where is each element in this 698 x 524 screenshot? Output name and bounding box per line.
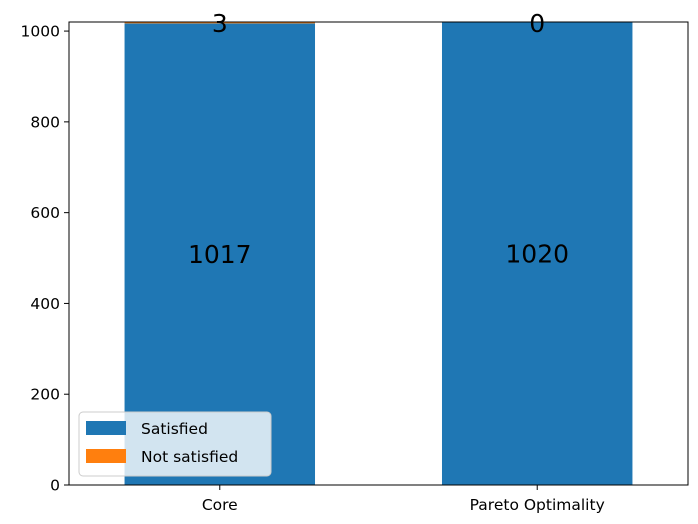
bar-label-satisfied-1: 1020: [505, 240, 569, 269]
bar-label-not-satisfied-0: 3: [212, 9, 228, 38]
legend-label-satisfied: Satisfied: [141, 420, 208, 438]
x-tick-label-1: Pareto Optimality: [470, 496, 605, 514]
x-tick-label-0: Core: [202, 496, 238, 514]
y-tick-label-2: 400: [30, 295, 60, 313]
bar-label-satisfied-0: 1017: [188, 240, 252, 269]
legend-label-not-satisfied: Not satisfied: [141, 448, 238, 466]
legend-swatch-satisfied: [86, 421, 126, 435]
plot-frame: [68, 21, 689, 486]
bar-labels: 1017 3 1020 0: [188, 9, 569, 269]
bars-layer: [124, 22, 633, 486]
legend-swatch-not-satisfied: [86, 449, 126, 463]
legend-box: [78, 411, 272, 477]
bar-not-satisfied-0: [124, 22, 316, 24]
bar-satisfied-1: [441, 22, 633, 485]
y-tick-label-3: 600: [30, 204, 60, 222]
y-tick-label-1: 200: [30, 386, 60, 404]
y-axis: 0 200 400 600 800 1000: [21, 23, 69, 495]
y-tick-label-0: 0: [50, 477, 60, 495]
x-axis: Core Pareto Optimality: [202, 485, 605, 514]
bar-satisfied-0: [124, 23, 316, 486]
y-tick-label-4: 800: [30, 113, 60, 131]
y-tick-label-5: 1000: [21, 23, 60, 41]
legend: Satisfied Not satisfied: [78, 411, 272, 477]
bar-label-not-satisfied-1: 0: [529, 9, 545, 38]
